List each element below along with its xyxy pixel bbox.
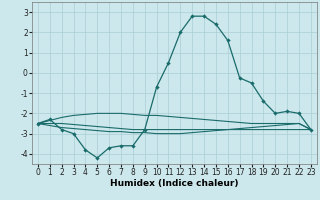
X-axis label: Humidex (Indice chaleur): Humidex (Indice chaleur) <box>110 179 239 188</box>
